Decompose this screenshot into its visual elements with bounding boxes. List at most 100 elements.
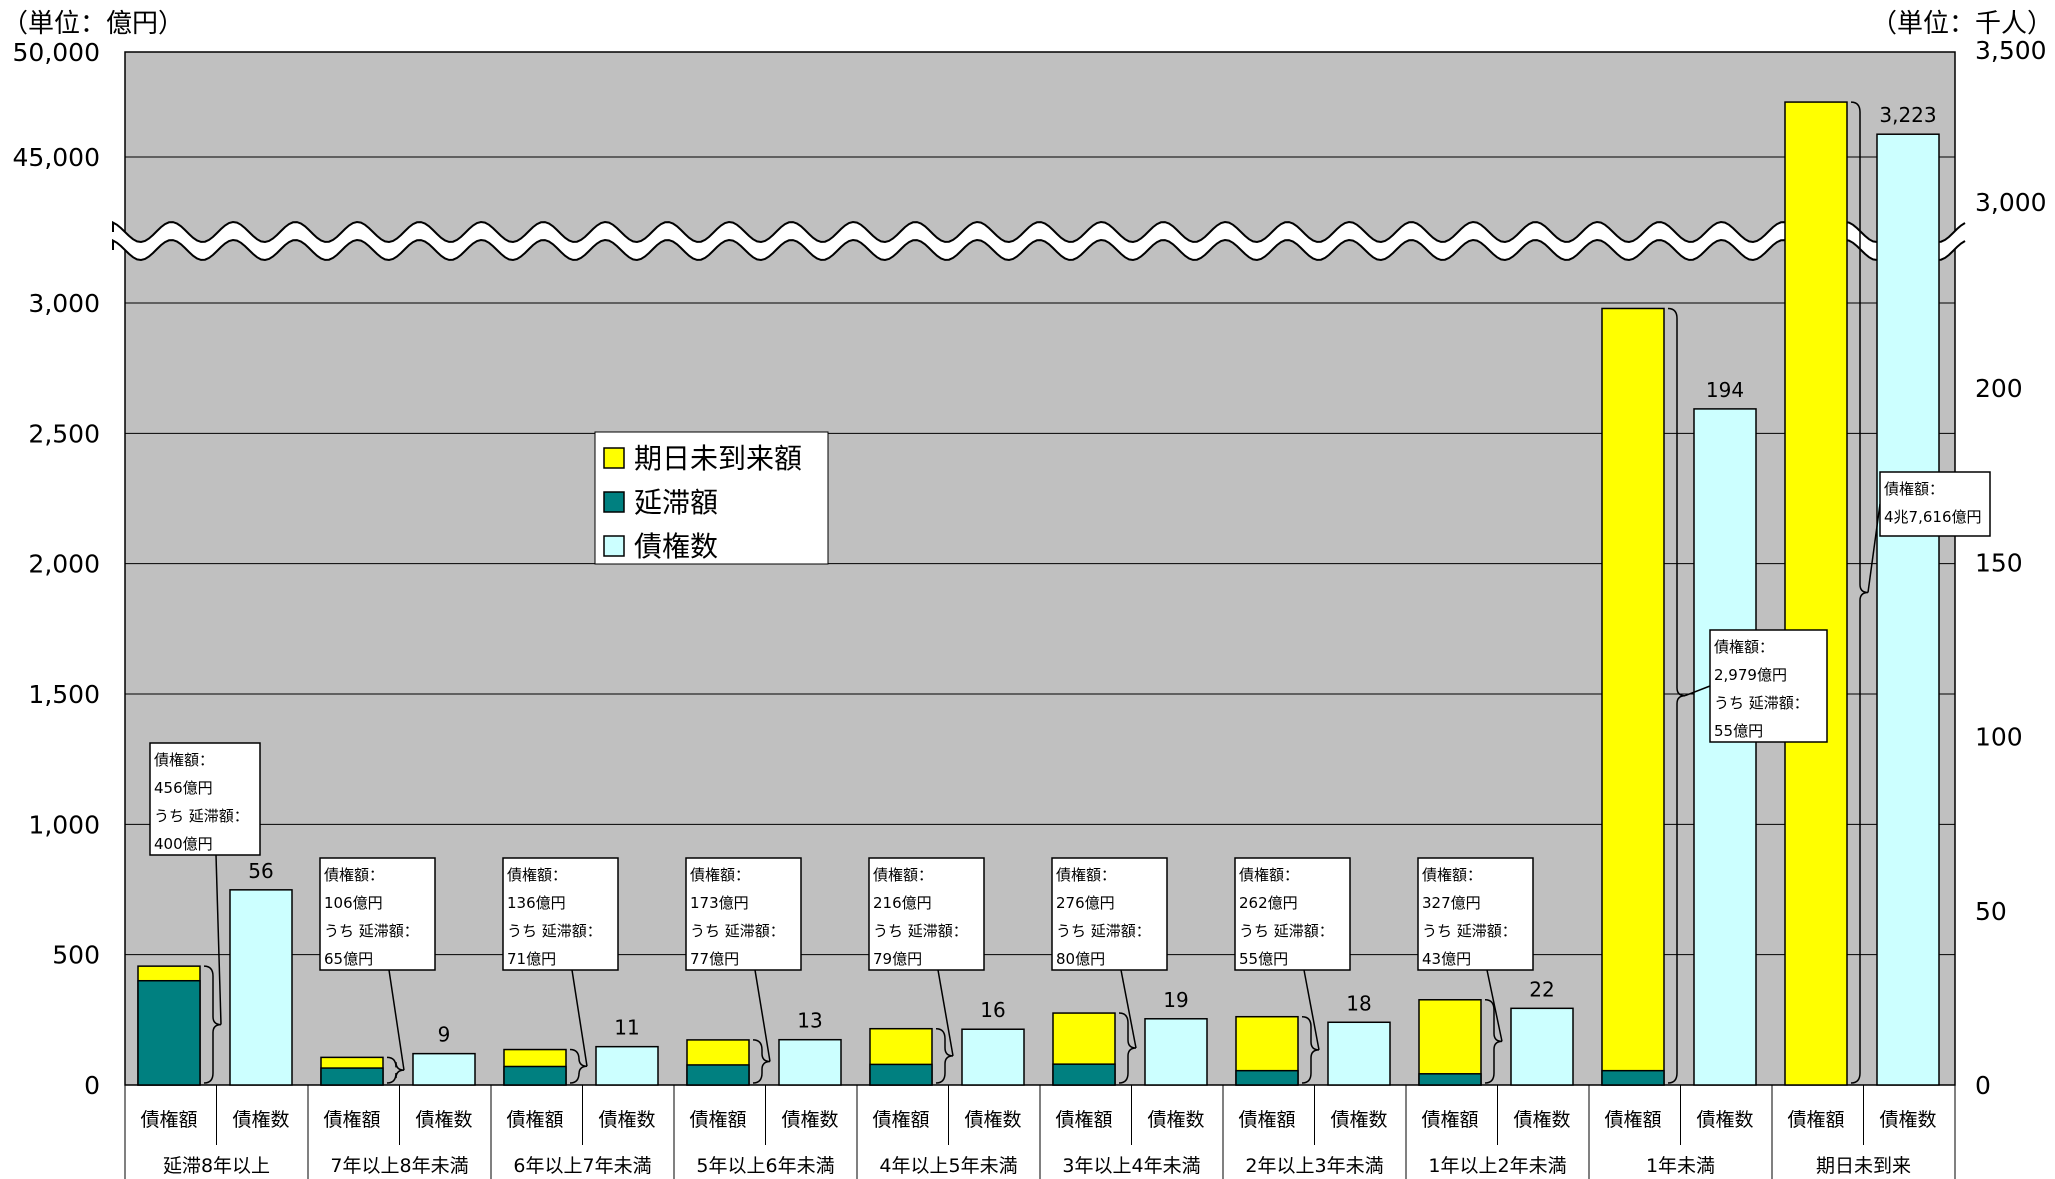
legend-label: 債権数 <box>634 530 718 563</box>
bar-overdue <box>1235 1069 1299 1086</box>
legend-label: 期日未到来額 <box>634 442 802 475</box>
bar-unexpired <box>1418 999 1482 1086</box>
right-tick-label: 3,000 <box>1975 188 2047 217</box>
annotation-text: 276億円 <box>1056 894 1115 912</box>
count-value-label: 13 <box>797 1009 822 1033</box>
group-label: 6年以上7年未満 <box>513 1155 651 1177</box>
bar-overdue <box>686 1064 750 1086</box>
bar-overdue <box>137 979 201 1086</box>
right-tick-label: 150 <box>1975 548 2023 577</box>
annotation-box <box>502 857 619 971</box>
annotation-text: 173億円 <box>690 894 749 912</box>
left-tick-label: 50,000 <box>13 38 100 67</box>
count-value-label: 3,223 <box>1879 103 1936 127</box>
annotation-brace <box>935 1027 954 1084</box>
bar-label-amount: 債権額 <box>1421 1109 1478 1131</box>
left-tick-label: 45,000 <box>13 143 100 172</box>
annotation-box <box>1234 857 1351 971</box>
bar-label-amount: 債権額 <box>140 1109 197 1131</box>
bar-label-amount: 債権額 <box>1238 1109 1295 1131</box>
bar-count <box>595 1045 659 1086</box>
bar-label-count: 債権数 <box>781 1109 838 1131</box>
bar-label-count: 債権数 <box>1330 1109 1387 1131</box>
annotation-text: 55億円 <box>1714 722 1763 740</box>
bar-count <box>1144 1018 1208 1086</box>
axis-break <box>112 220 1967 262</box>
annotation-box <box>1417 857 1534 971</box>
annotation-text: 80億円 <box>1056 950 1105 968</box>
right-unit-label: （単位：千人） <box>1871 9 2053 39</box>
left-tick-label: 1,000 <box>28 810 100 839</box>
annotation-text: 106億円 <box>324 894 383 912</box>
bar-label-amount: 債権額 <box>689 1109 746 1131</box>
annotation-pointer <box>1303 969 1320 1050</box>
axis-break-line <box>112 220 1966 244</box>
left-tick-label: 2,000 <box>28 550 100 579</box>
annotation-text: 債権額： <box>154 751 214 769</box>
bar-label-count: 債権数 <box>415 1109 472 1131</box>
annotation-text: 327億円 <box>1422 894 1481 912</box>
right-tick-label: 3,500 <box>1975 36 2047 65</box>
left-tick-label: 3,000 <box>28 289 100 318</box>
bar-overdue <box>1052 1063 1116 1086</box>
annotation-pointer <box>571 969 588 1067</box>
bar-count <box>1327 1021 1391 1086</box>
bar-overdue <box>503 1065 567 1086</box>
left-tick-label: 1,500 <box>28 680 100 709</box>
annotation-pointer <box>754 969 771 1062</box>
bar-label-count: 債権数 <box>232 1109 289 1131</box>
annotation-text: うち 延滞額： <box>1422 922 1517 940</box>
annotation-text: うち 延滞額： <box>1239 922 1334 940</box>
annotation-text: 4兆7,616億円 <box>1884 508 1982 526</box>
legend-swatch <box>603 535 625 557</box>
annotation-pointer <box>1684 685 1711 697</box>
group-label: 延滞8年以上 <box>163 1155 270 1177</box>
bar-unexpired <box>1784 101 1848 1086</box>
count-value-label: 22 <box>1529 977 1554 1001</box>
bar-label-count: 債権数 <box>598 1109 655 1131</box>
annotation-text: 債権額： <box>1422 866 1482 884</box>
annotation-box <box>149 742 261 856</box>
annotation-text: 65億円 <box>324 950 373 968</box>
right-tick-label: 50 <box>1975 897 2007 926</box>
bar-label-count: 債権数 <box>1696 1109 1753 1131</box>
annotation-text: 債権額： <box>873 866 933 884</box>
annotation-box <box>868 857 985 971</box>
annotation-text: 262億円 <box>1239 894 1298 912</box>
bar-count <box>778 1038 842 1086</box>
bar-label-amount: 債権額 <box>1604 1109 1661 1131</box>
bar-unexpired <box>1601 307 1665 1086</box>
left-tick-label: 2,500 <box>28 419 100 448</box>
annotation-box <box>685 857 802 971</box>
bar-count <box>1693 408 1757 1086</box>
group-label: 期日未到来 <box>1816 1155 1911 1177</box>
bar-count <box>1876 133 1940 1086</box>
bar-overdue <box>320 1067 384 1086</box>
count-value-label: 19 <box>1163 988 1188 1012</box>
bars: 56 9 11 13 16 19 18 22 194 3,223 <box>137 101 1940 1086</box>
annotation-text: 456億円 <box>154 779 213 797</box>
annotation-text: うち 延滞額： <box>1714 694 1809 712</box>
annotation-text: 79億円 <box>873 950 922 968</box>
bar-overdue <box>1418 1073 1482 1086</box>
annotation-text: 債権額： <box>507 866 567 884</box>
annotation-box <box>1879 471 1991 537</box>
annotation-text: 136億円 <box>507 894 566 912</box>
bar-label-amount: 債権額 <box>1055 1109 1112 1131</box>
annotation-text: 債権額： <box>690 866 750 884</box>
count-value-label: 56 <box>248 859 273 883</box>
bar-label-count: 債権数 <box>1879 1109 1936 1131</box>
right-tick-label: 0 <box>1975 1071 1991 1100</box>
annotation-box <box>319 857 436 971</box>
left-tick-label: 0 <box>84 1071 100 1100</box>
bar-count <box>961 1028 1025 1086</box>
annotation-text: うち 延滞額： <box>873 922 968 940</box>
annotation-pointer <box>937 969 954 1056</box>
group-label: 3年以上4年未満 <box>1062 1155 1200 1177</box>
count-value-label: 194 <box>1706 378 1744 402</box>
annotation-text: 43億円 <box>1422 950 1471 968</box>
bar-label-amount: 債権額 <box>1787 1109 1844 1131</box>
annotation-box <box>1051 857 1168 971</box>
bar-overdue <box>869 1063 933 1086</box>
